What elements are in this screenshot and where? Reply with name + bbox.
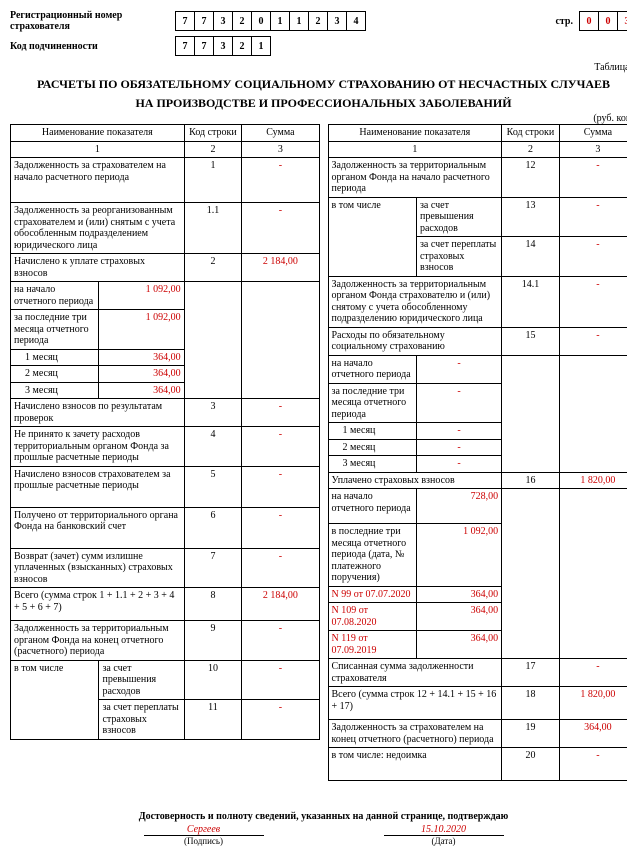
reg-cells: 7 7 3 2 0 1 1 2 3 4 (175, 11, 366, 31)
signature: Сергеев (144, 824, 264, 836)
signature-row: Сергеев(Подпись) 15.10.2020(Дата) (10, 824, 627, 847)
page-label: стр. (555, 16, 573, 27)
title-1: РАСЧЕТЫ ПО ОБЯЗАТЕЛЬНОМУ СОЦИАЛЬНОМУ СТР… (10, 77, 627, 92)
sub-code-row: Код подчиненности 7 7 3 2 1 (10, 36, 627, 56)
unit-label: (руб. коп.) (10, 113, 627, 124)
reg-number-row: Регистрационный номер страхователя 7 7 3… (10, 10, 627, 32)
table-tag: Таблица 2 (10, 62, 627, 73)
left-table: Наименование показателяКод строкиСумма 1… (10, 124, 320, 781)
sub-label: Код подчиненности (10, 41, 175, 52)
reg-label: Регистрационный номер страхователя (10, 10, 175, 32)
date: 15.10.2020 (384, 824, 504, 836)
page-cells: 0 0 3 (579, 11, 627, 31)
reg-cell: 7 (175, 11, 195, 31)
title-2: НА ПРОИЗВОДСТВЕ И ПРОФЕССИОНАЛЬНЫХ ЗАБОЛ… (10, 96, 627, 111)
right-table: Наименование показателяКод строкиСумма 1… (328, 124, 627, 781)
